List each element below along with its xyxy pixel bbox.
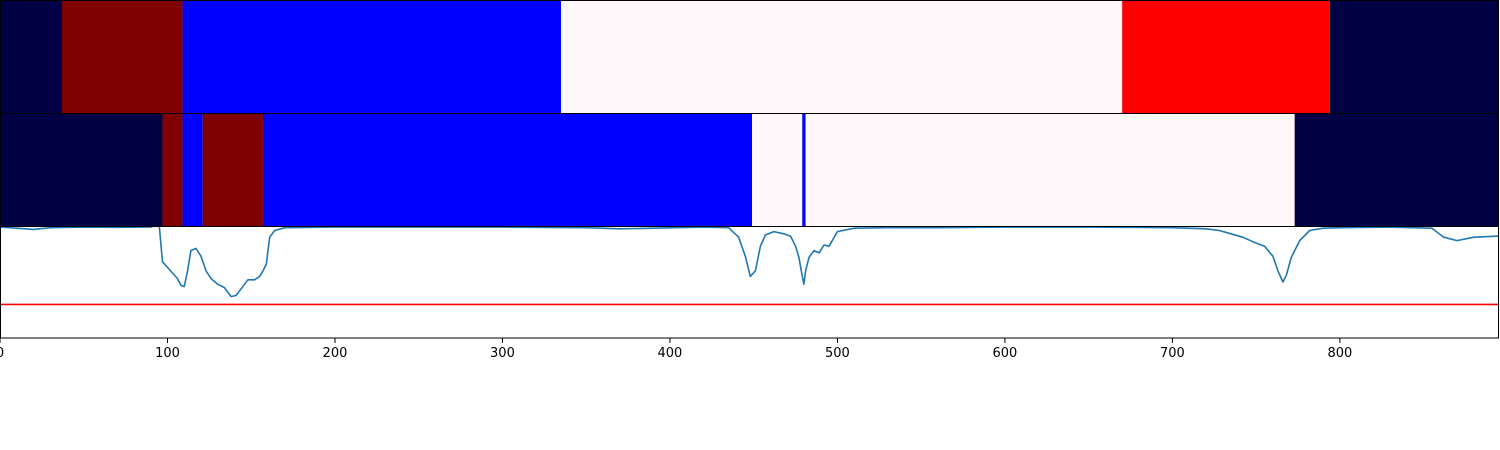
x-tick-label-800: 800 [1327, 346, 1352, 361]
x-tick-label-600: 600 [993, 346, 1018, 361]
segment-1-3 [182, 0, 562, 113]
segment-2-9 [1294, 113, 1499, 226]
x-tick-label-700: 700 [1160, 346, 1185, 361]
x-tick-label-500: 500 [825, 346, 850, 361]
x-tick-label-300: 300 [490, 346, 515, 361]
segment-2-6 [752, 113, 803, 226]
segment-1-6 [1329, 0, 1499, 113]
segment-row-2 [0, 113, 1499, 226]
line-plot-frame [0, 226, 1499, 339]
segment-2-7 [802, 113, 806, 226]
segment-2-4 [202, 113, 263, 226]
series-line [0, 226, 1499, 298]
x-axis: 0 100 200 300 400 500 600 700 800 [0, 338, 1352, 361]
segment-row-1 [0, 0, 1499, 113]
segment-2-8 [805, 113, 1295, 226]
segment-1-4 [561, 0, 1123, 113]
x-tick-label-400: 400 [658, 346, 683, 361]
segment-2-5 [262, 113, 753, 226]
segment-2-2 [162, 113, 183, 226]
segment-1-5 [1122, 0, 1330, 113]
x-tick-label-200: 200 [323, 346, 348, 361]
segment-1-2 [61, 0, 183, 113]
line-plot-panel [0, 226, 1499, 306]
segment-1-1 [0, 0, 62, 113]
segment-2-1 [0, 113, 163, 226]
segment-2-3 [182, 113, 203, 226]
x-tick-label-100: 100 [155, 346, 180, 361]
x-tick-label-0: 0 [0, 346, 4, 361]
